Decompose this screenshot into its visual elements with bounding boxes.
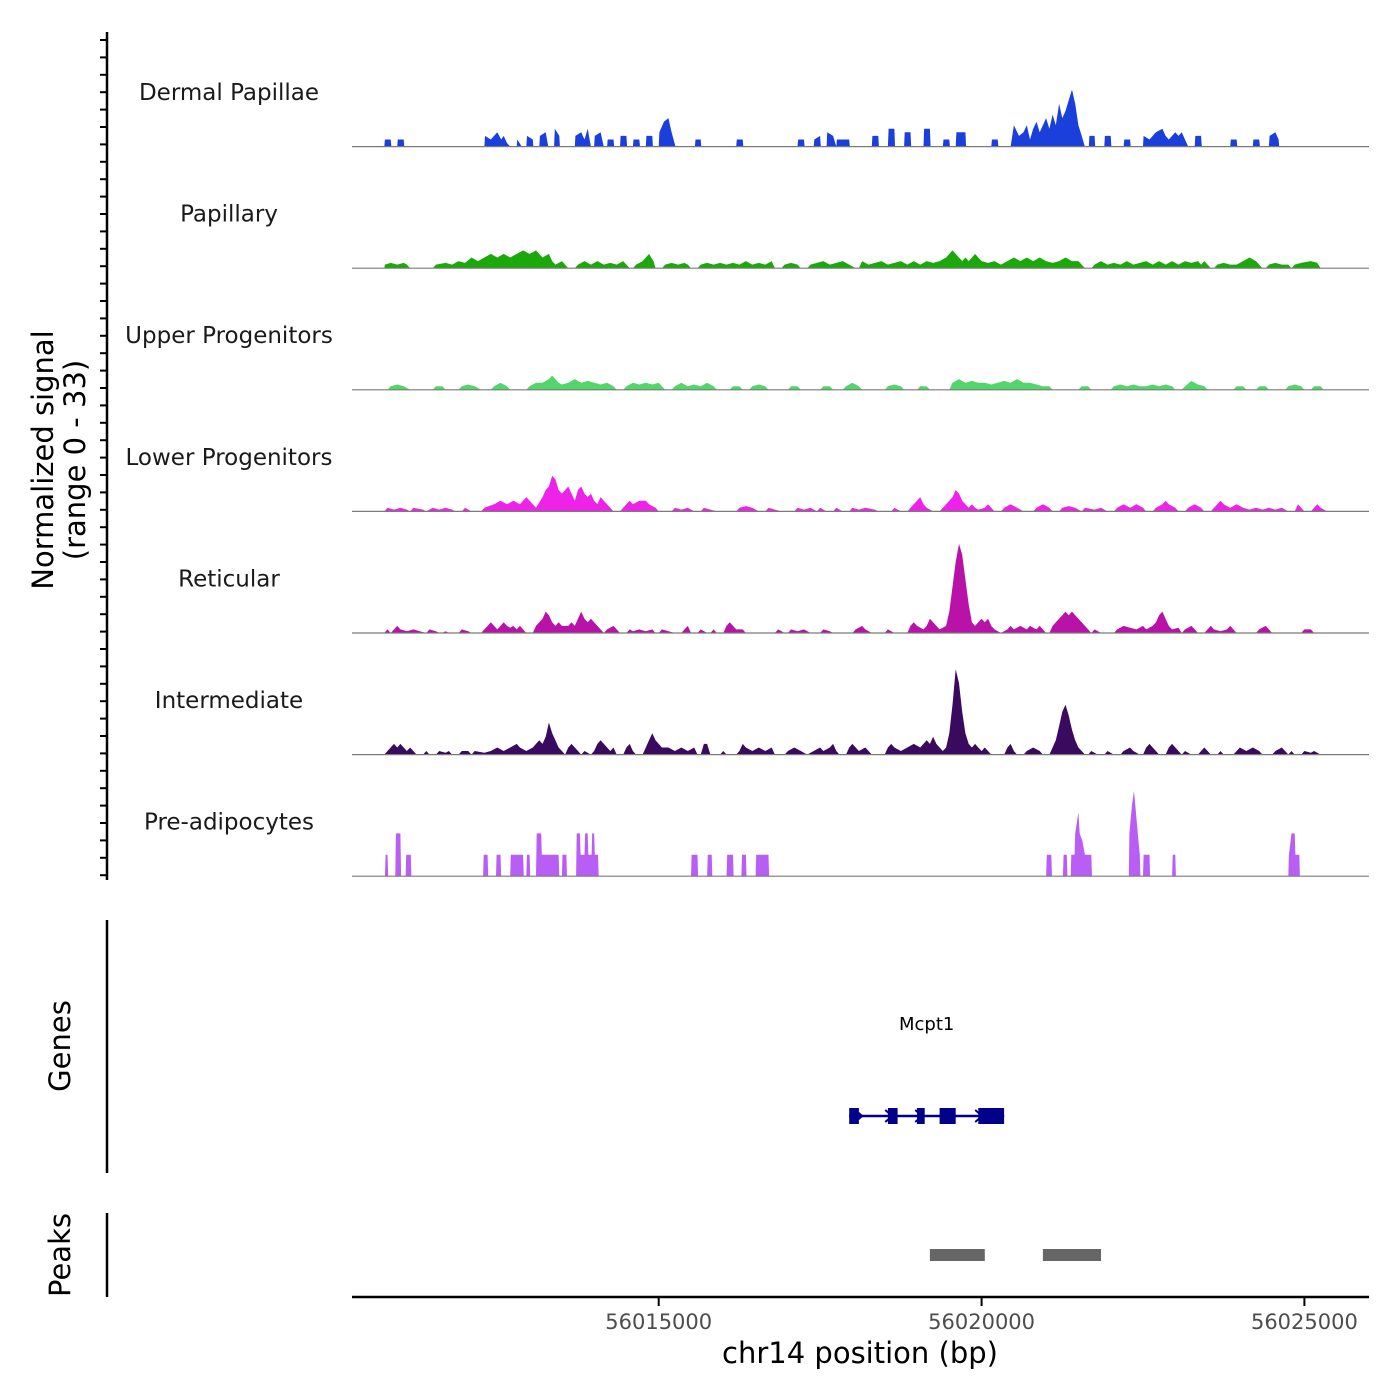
track-label-6: Intermediate — [155, 688, 303, 714]
track-area-3 — [352, 375, 1369, 390]
gene-exon — [978, 1108, 1005, 1124]
track-label-2: Papillary — [180, 202, 278, 228]
gene-exon — [849, 1108, 859, 1124]
peaks-track — [929, 1249, 1101, 1261]
peaks-panel-label: Peaks — [43, 1213, 77, 1297]
gene-exon — [939, 1108, 956, 1124]
gene-label-1: Mcpt1 — [899, 1014, 954, 1035]
gene-exon — [917, 1108, 925, 1124]
x-axis-label: chr14 position (bp) — [722, 1336, 998, 1370]
x-tick-label: 56015000 — [605, 1310, 712, 1334]
gene-exon — [887, 1108, 898, 1124]
track-label-7: Pre-adipocytes — [144, 810, 314, 836]
y-axis-ticks — [100, 39, 107, 877]
x-tick-label: 56020000 — [928, 1310, 1035, 1334]
genes-panel-label: Genes — [43, 1000, 77, 1092]
x-axis-ticks: 56015000 56020000 56025000 — [605, 1297, 1358, 1334]
track-area-7 — [352, 790, 1369, 877]
track-area-4 — [352, 475, 1369, 512]
track-label-1: Dermal Papillae — [139, 80, 319, 106]
y-axis-label: Normalized signal — [26, 330, 60, 589]
track-label-3: Upper Progenitors — [125, 323, 333, 349]
gene-annotation-track: Mcpt1 — [849, 1014, 1005, 1124]
peak-region — [1042, 1249, 1101, 1261]
x-tick-label: 56025000 — [1251, 1310, 1358, 1334]
coverage-tracks: Dermal Papillae Papillary Upper Progenitor… — [125, 80, 1369, 877]
y-axis-range-label: (range 0 - 33) — [58, 360, 92, 560]
track-area-6 — [352, 669, 1369, 755]
track-area-5 — [352, 543, 1369, 633]
peak-region — [929, 1249, 985, 1261]
track-label-5: Reticular — [178, 566, 280, 592]
track-area-2 — [352, 250, 1369, 269]
track-label-4: Lower Progenitors — [126, 445, 333, 471]
track-area-1 — [352, 89, 1369, 147]
